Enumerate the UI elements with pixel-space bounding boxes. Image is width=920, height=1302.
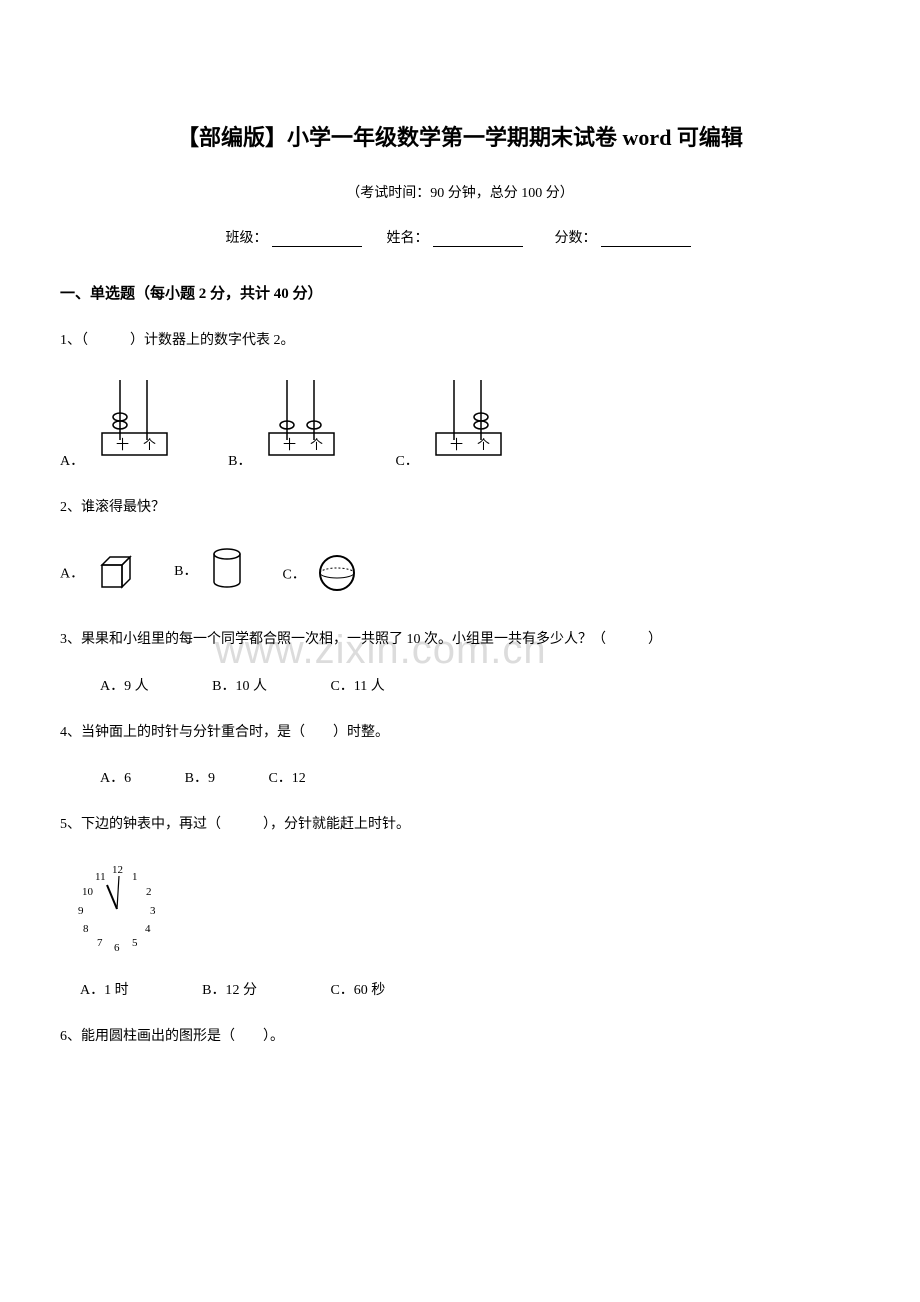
q5-options: A．1 时 B．12 分 C．60 秒 xyxy=(80,979,860,999)
q2-opt-b-label: B． xyxy=(174,565,197,580)
svg-text:11: 11 xyxy=(95,871,106,883)
question-6: 6、能用圆柱画出的图形是（ ）。 xyxy=(60,1024,860,1049)
q1-opt-c-label: C． xyxy=(395,454,418,469)
exam-info: （考试时间：90 分钟，总分 100 分） xyxy=(60,182,860,202)
section-1-heading: 一、单选题（每小题 2 分，共计 40 分） xyxy=(60,282,860,303)
student-info-row: 班级： 姓名： 分数： xyxy=(60,227,860,247)
q2-opt-a[interactable]: A． xyxy=(60,547,146,602)
q5-text: 下边的钟表中，再过（ ），分针就能赶上时针。 xyxy=(81,817,410,832)
q6-text: 能用圆柱画出的图形是（ ）。 xyxy=(81,1029,284,1044)
q1-opt-a[interactable]: A． 十 个 xyxy=(60,375,185,470)
svg-text:3: 3 xyxy=(150,905,156,917)
q3-text: 果果和小组里的每一个同学都合照一次相，一共照了 10 次。小组里一共有多少人？（… xyxy=(81,632,662,647)
q3-opt-a[interactable]: A．9 人 xyxy=(100,675,149,695)
class-label: 班级： xyxy=(226,231,268,246)
q2-opt-b[interactable]: B． xyxy=(174,542,254,602)
q1-num: 1、 xyxy=(60,333,81,348)
svg-text:12: 12 xyxy=(112,864,123,876)
svg-text:10: 10 xyxy=(82,886,94,898)
q1-opt-b[interactable]: B． 十 个 xyxy=(228,375,352,470)
q1-text: （ ）计数器上的数字代表 2。 xyxy=(81,333,295,348)
cylinder-icon xyxy=(205,542,250,602)
question-5: 5、下边的钟表中，再过（ ），分针就能赶上时针。 xyxy=(60,812,860,837)
score-label: 分数： xyxy=(555,231,597,246)
q3-num: 3、 xyxy=(60,632,81,647)
q5-opt-b[interactable]: B．12 分 xyxy=(202,979,257,999)
q5-num: 5、 xyxy=(60,817,81,832)
svg-text:5: 5 xyxy=(132,937,138,949)
abacus-icon-a: 十 个 xyxy=(92,375,177,470)
name-blank[interactable] xyxy=(433,232,523,247)
svg-text:6: 6 xyxy=(114,942,120,954)
q4-opt-a[interactable]: A．6 xyxy=(100,767,131,787)
cube-icon xyxy=(92,547,142,602)
q1-options: A． 十 个 B． xyxy=(60,375,860,470)
score-blank[interactable] xyxy=(601,232,691,247)
svg-text:4: 4 xyxy=(145,923,151,935)
svg-text:十: 十 xyxy=(283,437,296,452)
question-2: 2、谁滚得最快？ xyxy=(60,495,860,520)
q4-options: A．6 B．9 C．12 xyxy=(100,767,860,787)
q4-text: 当钟面上的时针与分针重合时，是（ ）时整。 xyxy=(81,725,389,740)
q2-num: 2、 xyxy=(60,500,81,515)
svg-text:8: 8 xyxy=(83,923,89,935)
clock-icon: 12 1 2 3 4 5 6 7 8 9 10 11 xyxy=(70,859,860,959)
q2-opt-c-label: C． xyxy=(282,568,305,583)
q4-opt-b[interactable]: B．9 xyxy=(185,767,215,787)
q2-opt-c[interactable]: C． xyxy=(282,549,365,602)
tens-label: 十 xyxy=(116,437,129,452)
svg-text:2: 2 xyxy=(146,886,152,898)
q1-opt-b-label: B． xyxy=(228,454,251,469)
q4-opt-c[interactable]: C．12 xyxy=(268,767,305,787)
svg-text:个: 个 xyxy=(477,437,490,452)
svg-text:个: 个 xyxy=(310,437,323,452)
q2-options: A． B． xyxy=(60,542,860,602)
q5-opt-a[interactable]: A．1 时 xyxy=(80,979,129,999)
q1-opt-a-label: A． xyxy=(60,454,84,469)
svg-text:1: 1 xyxy=(132,871,138,883)
q3-opt-c[interactable]: C．11 人 xyxy=(330,675,384,695)
q4-num: 4、 xyxy=(60,725,81,740)
svg-text:十: 十 xyxy=(450,437,463,452)
sphere-icon xyxy=(313,549,361,602)
svg-text:7: 7 xyxy=(97,937,103,949)
q6-num: 6、 xyxy=(60,1029,81,1044)
q2-opt-a-label: A． xyxy=(60,567,84,582)
q5-opt-c[interactable]: C．60 秒 xyxy=(330,979,385,999)
page-title: 【部编版】小学一年级数学第一学期期末试卷 word 可编辑 xyxy=(60,120,860,152)
q3-opt-b[interactable]: B．10 人 xyxy=(212,675,267,695)
class-blank[interactable] xyxy=(272,232,362,247)
svg-text:9: 9 xyxy=(78,905,84,917)
abacus-icon-c: 十 个 xyxy=(426,375,511,470)
ones-label: 个 xyxy=(143,437,156,452)
question-1: 1、（ ）计数器上的数字代表 2。 xyxy=(60,328,860,353)
name-label: 姓名： xyxy=(387,231,429,246)
question-4: 4、当钟面上的时针与分针重合时，是（ ）时整。 xyxy=(60,720,860,745)
question-3: 3、果果和小组里的每一个同学都合照一次相，一共照了 10 次。小组里一共有多少人… xyxy=(60,627,860,652)
q2-text: 谁滚得最快？ xyxy=(81,500,165,515)
abacus-icon-b: 十 个 xyxy=(259,375,344,470)
q1-opt-c[interactable]: C． 十 个 xyxy=(395,375,519,470)
q3-options: A．9 人 B．10 人 C．11 人 xyxy=(100,675,860,695)
